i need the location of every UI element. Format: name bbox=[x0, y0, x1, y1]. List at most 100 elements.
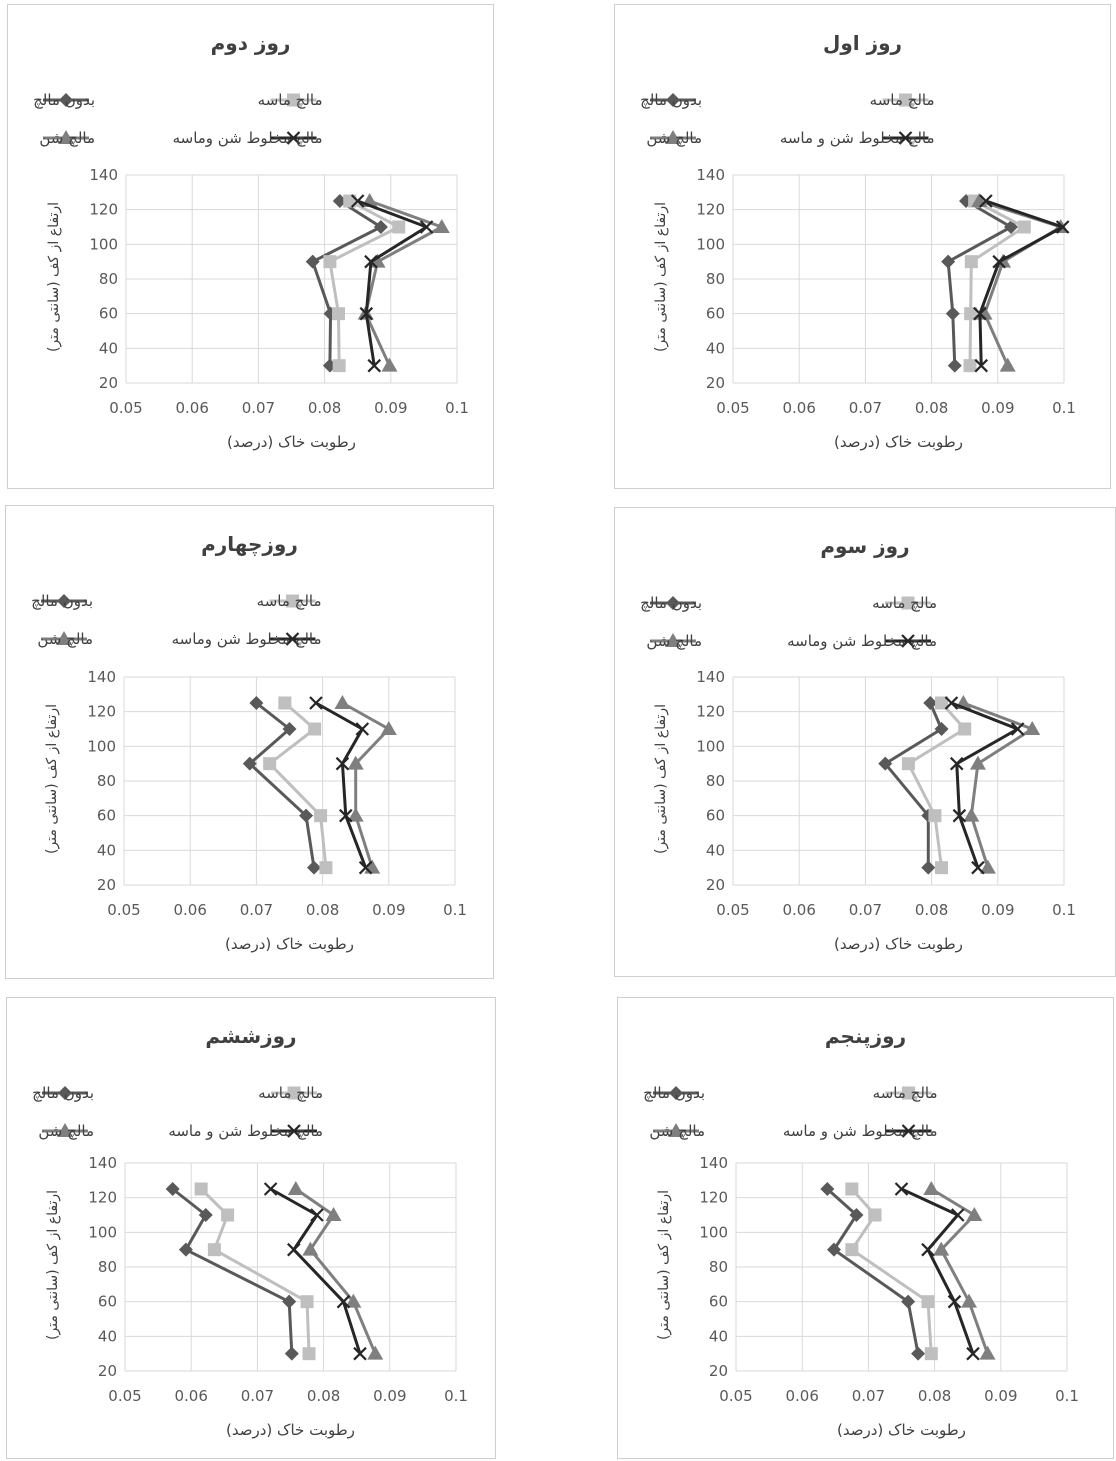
data-point-mixed-mulch bbox=[309, 696, 323, 710]
x-axis-label: رطوبت خاک (درصد) bbox=[226, 1421, 355, 1439]
legend-label-sand-mulch: مالچ ماسه bbox=[257, 592, 322, 610]
series-mixed-mulch bbox=[894, 1182, 980, 1361]
legend-marker-gravel-mulch bbox=[56, 631, 72, 645]
x-axis-label: رطوبت خاک (درصد) bbox=[834, 433, 963, 451]
legend-label-mixed-mulch: مالچ مخلوط شن و ماسه bbox=[783, 1122, 938, 1140]
legend-item-sand-mulch: مالچ ماسه bbox=[258, 91, 323, 109]
y-tick-label: 140 bbox=[699, 1154, 728, 1172]
y-tick-label: 140 bbox=[87, 668, 116, 686]
legend-item-sand-mulch: مالچ ماسه bbox=[257, 592, 322, 610]
legend-marker-no-mulch bbox=[59, 93, 73, 107]
chart-title: روز دوم bbox=[210, 31, 291, 55]
data-point-mixed-mulch bbox=[966, 1346, 980, 1361]
data-point-mixed-mulch bbox=[338, 808, 353, 823]
x-tick-label: 0.07 bbox=[240, 901, 273, 919]
data-point-mixed-mulch bbox=[364, 254, 378, 269]
legend-item-no-mulch: بدون مالچ bbox=[640, 91, 702, 109]
data-point-mixed-mulch bbox=[350, 194, 365, 208]
data-point-sand-mulch bbox=[323, 255, 337, 269]
series-no-mulch bbox=[305, 194, 388, 373]
legend-marker-mixed-mulch bbox=[898, 131, 913, 145]
y-tick-label: 140 bbox=[696, 166, 725, 184]
series-sand-mulch bbox=[194, 1182, 316, 1361]
data-point-no-mulch bbox=[923, 696, 938, 710]
chart-svg: بدون مالچ مالچ ماسه مالچ شن مالچ مخلوط شن و… bbox=[640, 594, 1076, 919]
series-sand-mulch bbox=[845, 1182, 938, 1361]
data-point-gravel-mulch bbox=[1024, 721, 1041, 735]
data-point-gravel-mulch bbox=[979, 1345, 996, 1360]
data-point-mixed-mulch bbox=[992, 254, 1006, 269]
y-tick-label: 140 bbox=[89, 166, 118, 184]
data-point-mixed-mulch bbox=[359, 306, 374, 321]
data-point-mixed-mulch bbox=[944, 696, 959, 710]
legend-item-sand-mulch: مالچ ماسه bbox=[872, 594, 937, 612]
y-tick-label: 80 bbox=[97, 772, 116, 790]
data-point-mixed-mulch bbox=[355, 722, 370, 736]
legend-label-no-mulch: بدون مالچ bbox=[33, 91, 95, 109]
data-point-gravel-mulch bbox=[367, 1345, 384, 1360]
legend-label-mixed-mulch: مالچ مخلوط شن و ماسه bbox=[168, 1122, 323, 1140]
legend-marker-no-mulch bbox=[666, 596, 680, 610]
legend-marker-sand-mulch bbox=[899, 93, 912, 107]
chart-panel-day4: روزچهارم بدون مالچ مالچ ماسه مالچ شن مالچ مخ… bbox=[5, 505, 494, 979]
x-tick-label: 0.07 bbox=[242, 399, 275, 417]
y-tick-label: 20 bbox=[98, 1362, 117, 1380]
data-point-gravel-mulch bbox=[380, 721, 397, 735]
legend-label-gravel-mulch: مالچ شن bbox=[646, 632, 702, 650]
data-point-sand-mulch bbox=[308, 722, 322, 736]
legend-item-gravel-mulch: مالچ شن bbox=[37, 630, 93, 648]
chart-title: روزپنجم bbox=[824, 1024, 907, 1048]
legend-item-gravel-mulch: مالچ شن bbox=[646, 632, 702, 650]
data-point-sand-mulch bbox=[194, 1182, 208, 1196]
y-axis-label: ارتفاع از کف (سانتی متر) bbox=[656, 1190, 672, 1341]
y-tick-label: 40 bbox=[706, 841, 725, 859]
x-tick-label: 0.07 bbox=[849, 399, 882, 417]
data-point-sand-mulch bbox=[1017, 220, 1031, 234]
series-sand-mulch bbox=[263, 696, 333, 875]
legend-item-mixed-mulch: مالچ مخلوط شن و ماسه bbox=[780, 129, 935, 147]
data-point-sand-mulch bbox=[332, 359, 346, 373]
data-point-gravel-mulch bbox=[325, 1207, 342, 1221]
data-point-mixed-mulch bbox=[419, 220, 434, 234]
chart-svg: بدون مالچ مالچ ماسه مالچ شن مالچ مخلوط شن و… bbox=[32, 1084, 468, 1405]
data-point-mixed-mulch bbox=[974, 358, 989, 373]
data-point-no-mulch bbox=[921, 860, 936, 875]
series-gravel-mulch bbox=[287, 1181, 384, 1360]
data-point-no-mulch bbox=[911, 1346, 926, 1361]
legend-marker-sand-mulch bbox=[286, 594, 299, 608]
legend-label-gravel-mulch: مالچ شن bbox=[37, 630, 93, 648]
chart-panel-day5: روزپنجم بدون مالچ مالچ ماسه مالچ شن مالچ مخل… bbox=[617, 997, 1114, 1459]
x-tick-label: 0.1 bbox=[445, 399, 469, 417]
legend-item-gravel-mulch: مالچ شن bbox=[39, 129, 95, 147]
data-point-gravel-mulch bbox=[966, 1207, 983, 1221]
x-tick-label: 0.08 bbox=[918, 1387, 951, 1405]
y-tick-label: 120 bbox=[699, 1189, 728, 1207]
legend-label-no-mulch: بدون مالچ bbox=[640, 594, 702, 612]
x-tick-label: 0.09 bbox=[981, 901, 1014, 919]
data-point-sand-mulch bbox=[868, 1208, 882, 1222]
y-tick-label: 60 bbox=[97, 807, 116, 825]
x-tick-label: 0.09 bbox=[984, 1387, 1017, 1405]
data-point-sand-mulch bbox=[964, 307, 978, 321]
legend-item-mixed-mulch: مالچ مخلوط شن وماسه bbox=[173, 129, 323, 147]
legend-item-mixed-mulch: مالچ مخلوط شن وماسه bbox=[787, 632, 937, 650]
series-mixed-mulch bbox=[973, 194, 1070, 373]
data-point-mixed-mulch bbox=[973, 306, 987, 321]
chart-panel-day2: روز دوم بدون مالچ مالچ ماسه مالچ شن مالچ مخل… bbox=[7, 4, 494, 489]
data-point-gravel-mulch bbox=[302, 1241, 319, 1256]
data-point-no-mulch bbox=[282, 1294, 297, 1309]
data-point-sand-mulch bbox=[278, 696, 292, 710]
legend-label-mixed-mulch: مالچ مخلوط شن وماسه bbox=[172, 630, 322, 648]
grid bbox=[735, 1162, 1068, 1372]
legend-label-gravel-mulch: مالچ شن bbox=[649, 1122, 705, 1140]
legend-marker-gravel-mulch bbox=[665, 130, 681, 144]
data-point-gravel-mulch bbox=[347, 807, 364, 822]
legend-marker-mixed-mulch bbox=[286, 131, 301, 145]
data-point-no-mulch bbox=[1004, 220, 1019, 234]
legend-label-gravel-mulch: مالچ شن bbox=[39, 129, 95, 147]
legend-item-no-mulch: بدون مالچ bbox=[640, 594, 702, 612]
data-point-mixed-mulch bbox=[894, 1182, 909, 1196]
x-tick-label: 0.09 bbox=[373, 1387, 406, 1405]
x-tick-label: 0.06 bbox=[785, 1387, 818, 1405]
y-tick-label: 20 bbox=[706, 876, 725, 894]
